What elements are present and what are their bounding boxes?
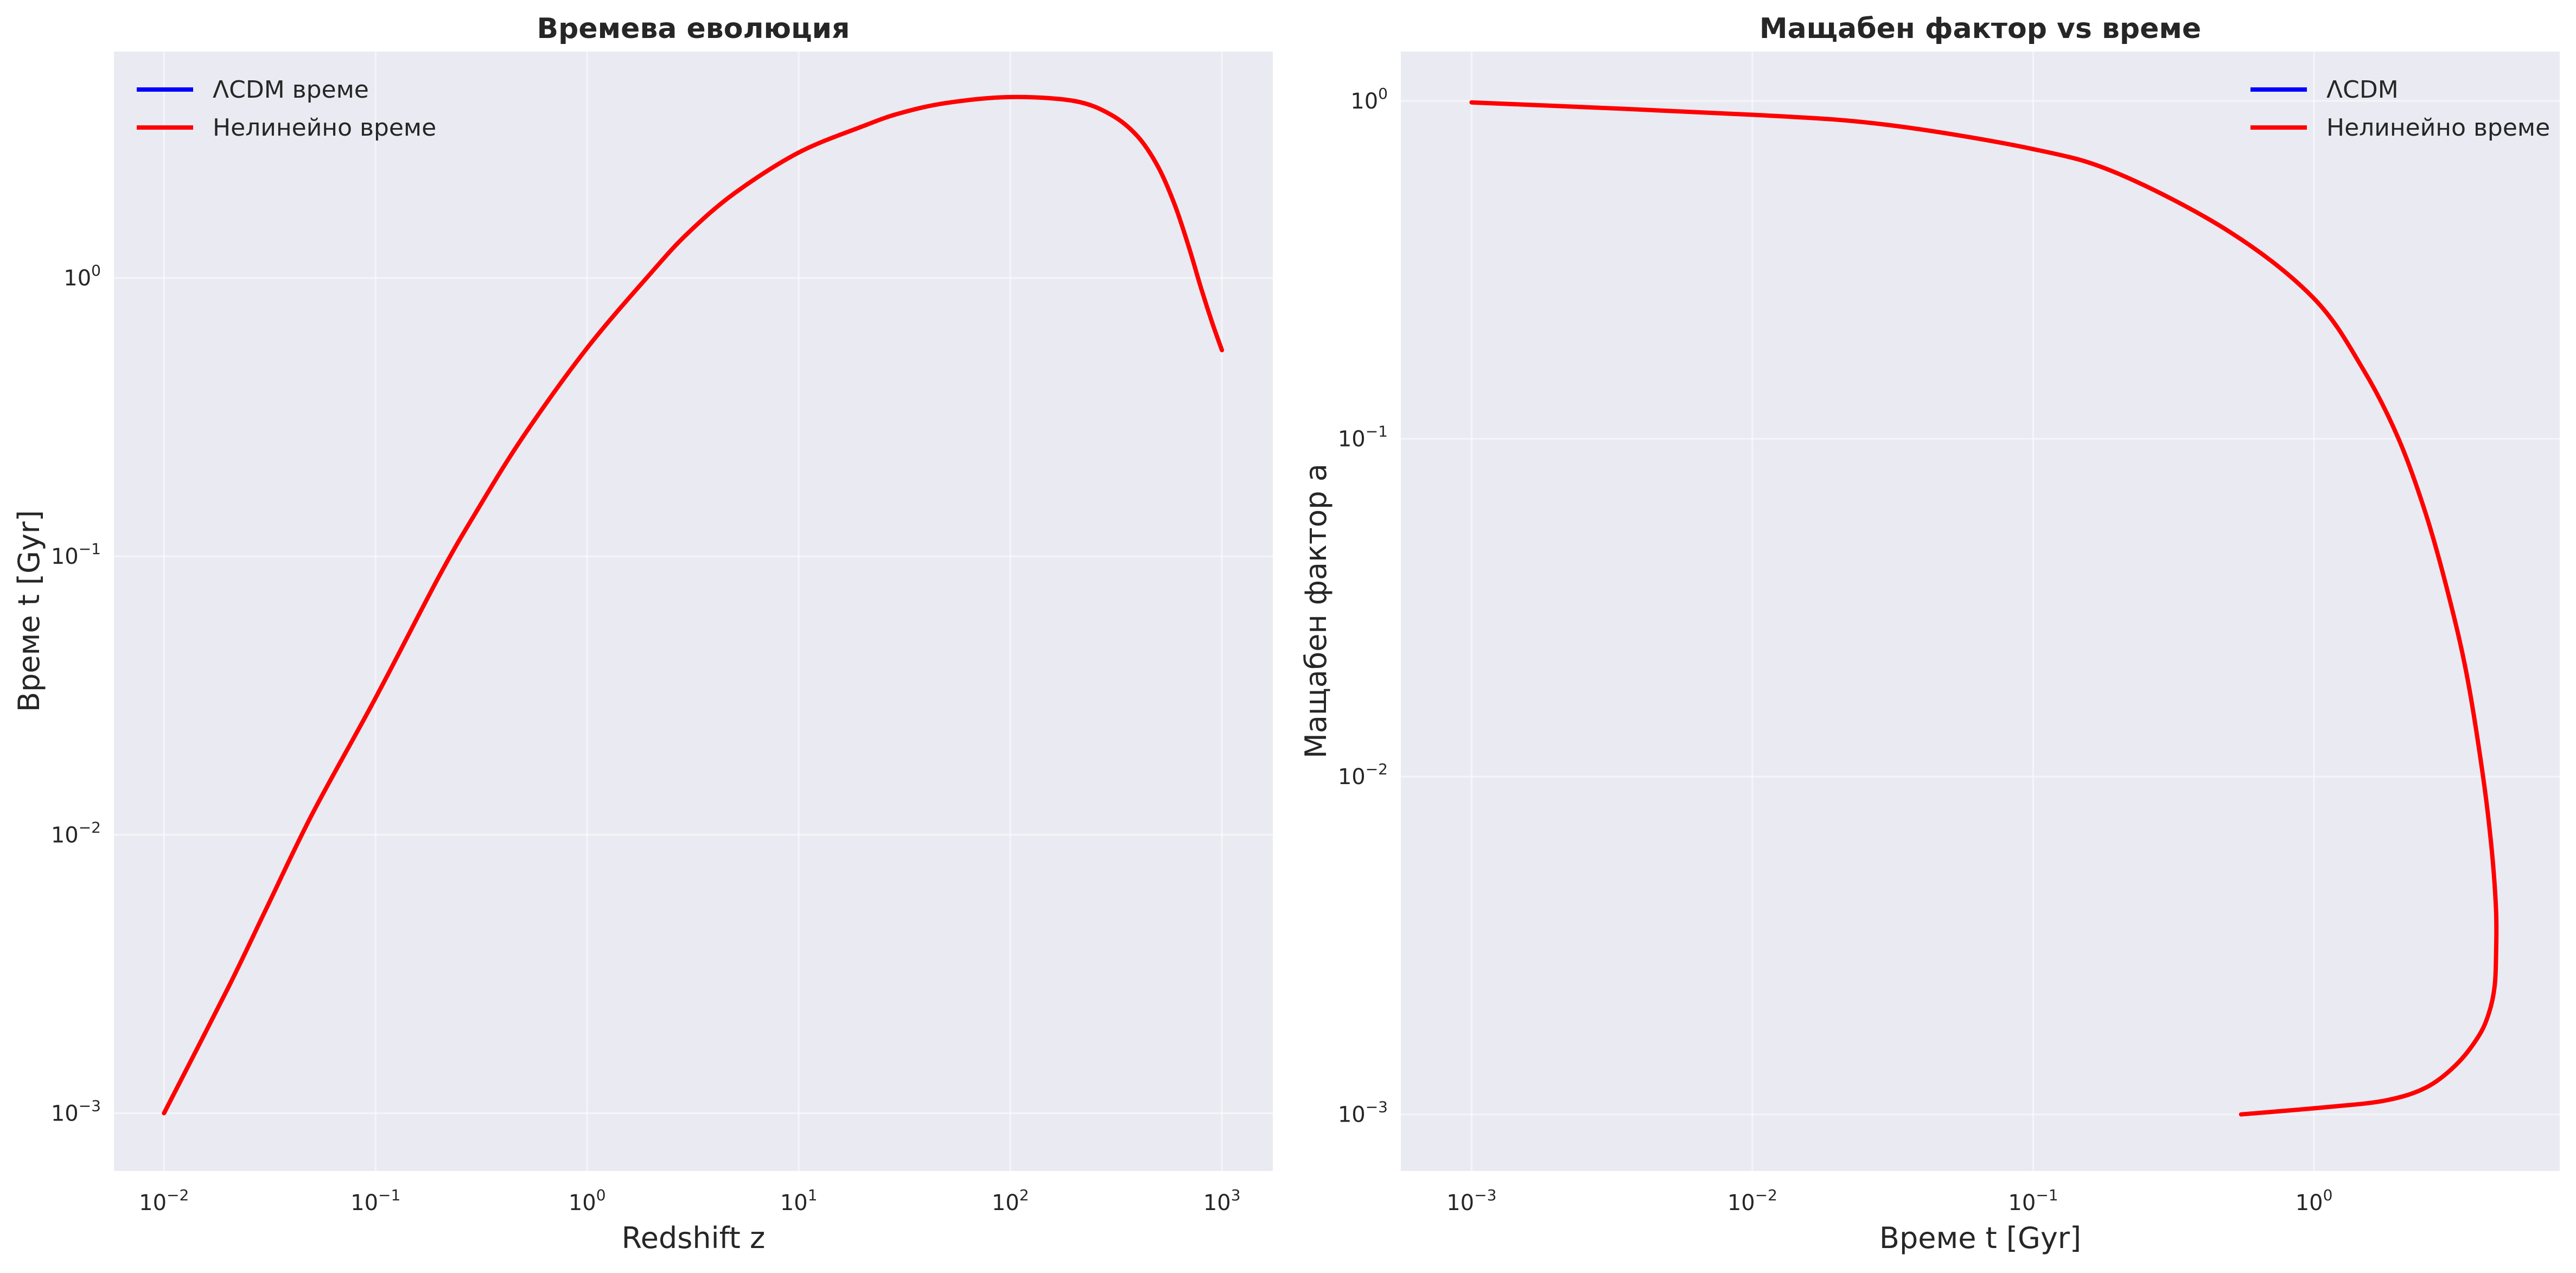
tick-exponent: −3 xyxy=(1366,1098,1388,1116)
x-tick-label: 10−1 xyxy=(350,1186,400,1215)
tick-exponent: −1 xyxy=(1366,423,1388,441)
legend-label-0: ΛCDM xyxy=(2326,76,2399,104)
legend-label-1: Нелинейно време xyxy=(2326,114,2550,142)
tick-base: 10 xyxy=(1446,1191,1474,1215)
tick-base: 10 xyxy=(51,544,79,569)
x-tick-label: 100 xyxy=(2296,1186,2333,1215)
plot-area xyxy=(1401,52,2560,1171)
tick-exponent: 3 xyxy=(1231,1186,1241,1204)
y-tick-label: 10−3 xyxy=(51,1097,101,1126)
tick-exponent: −2 xyxy=(79,818,101,836)
tick-base: 10 xyxy=(1338,427,1366,452)
tick-exponent: 0 xyxy=(1378,85,1388,103)
y-tick-label: 10−3 xyxy=(1338,1098,1388,1128)
tick-exponent: −3 xyxy=(1474,1186,1496,1204)
tick-exponent: −2 xyxy=(1755,1186,1777,1204)
series-line-1 xyxy=(1469,100,2499,1117)
tick-exponent: 0 xyxy=(2323,1186,2333,1204)
grid xyxy=(1401,52,2560,1171)
x-axis-label: Време t [Gyr] xyxy=(1879,1221,2081,1255)
series-line-1 xyxy=(162,94,1225,1116)
tick-base: 10 xyxy=(2296,1191,2323,1215)
tick-base: 10 xyxy=(1338,1103,1366,1128)
tick-base: 10 xyxy=(1338,765,1366,790)
legend: ΛCDM Нелинейно време xyxy=(2250,76,2550,142)
tick-base: 10 xyxy=(1350,89,1378,114)
x-tick-label: 10−1 xyxy=(2008,1186,2058,1215)
tick-exponent: −1 xyxy=(79,540,101,558)
x-tick-label: 10−2 xyxy=(1727,1186,1777,1215)
series-lines xyxy=(162,94,1225,1116)
chart-title: Времева еволюция xyxy=(537,12,850,45)
tick-exponent: −1 xyxy=(378,1186,400,1204)
tick-base: 10 xyxy=(350,1191,378,1215)
tick-exponent: −3 xyxy=(79,1097,101,1115)
tick-base: 10 xyxy=(780,1191,808,1215)
x-tick-label: 100 xyxy=(569,1186,606,1215)
y-tick-label: 10−1 xyxy=(1338,423,1388,452)
x-tick-label: 102 xyxy=(992,1186,1029,1215)
y-tick-label: 10−2 xyxy=(1338,760,1388,790)
tick-base: 10 xyxy=(51,823,79,848)
y-axis-label: Време t [Gyr] xyxy=(12,510,46,712)
x-axis-label: Redshift z xyxy=(622,1221,766,1255)
plot-area xyxy=(114,52,1273,1171)
tick-base: 10 xyxy=(992,1191,1019,1215)
tick-exponent: −1 xyxy=(2036,1186,2058,1204)
x-tick-label: 10−3 xyxy=(1446,1186,1496,1215)
x-tick-label: 101 xyxy=(780,1186,818,1215)
y-axis-label: Мащабен фактор a xyxy=(1299,463,1333,759)
legend: ΛCDM време Нелинейно време xyxy=(137,76,436,142)
tick-base: 10 xyxy=(51,1101,79,1126)
tick-base: 10 xyxy=(1727,1191,1755,1215)
tick-base: 10 xyxy=(569,1191,596,1215)
tick-base: 10 xyxy=(139,1191,167,1215)
legend-label-1: Нелинейно време xyxy=(213,114,436,142)
tick-exponent: −2 xyxy=(1366,760,1388,778)
tick-exponent: 2 xyxy=(1019,1186,1029,1204)
tick-exponent: −2 xyxy=(167,1186,189,1204)
x-tick-label: 103 xyxy=(1203,1186,1241,1215)
series-lines xyxy=(1469,100,2499,1117)
tick-base: 10 xyxy=(1203,1191,1231,1215)
tick-exponent: 1 xyxy=(808,1186,818,1204)
tick-base: 10 xyxy=(63,266,91,291)
y-tick-label: 100 xyxy=(1350,85,1388,114)
chart-title: Мащабен фактор vs време xyxy=(1759,12,2201,45)
legend-label-0: ΛCDM време xyxy=(213,76,369,104)
grid xyxy=(114,52,1273,1171)
y-tick-label: 10−2 xyxy=(51,818,101,848)
y-tick-label: 10−1 xyxy=(51,540,101,569)
x-tick-label: 10−2 xyxy=(139,1186,189,1215)
y-tick-label: 100 xyxy=(63,262,101,291)
tick-base: 10 xyxy=(2008,1191,2036,1215)
tick-exponent: 0 xyxy=(91,262,101,279)
tick-exponent: 0 xyxy=(596,1186,606,1204)
